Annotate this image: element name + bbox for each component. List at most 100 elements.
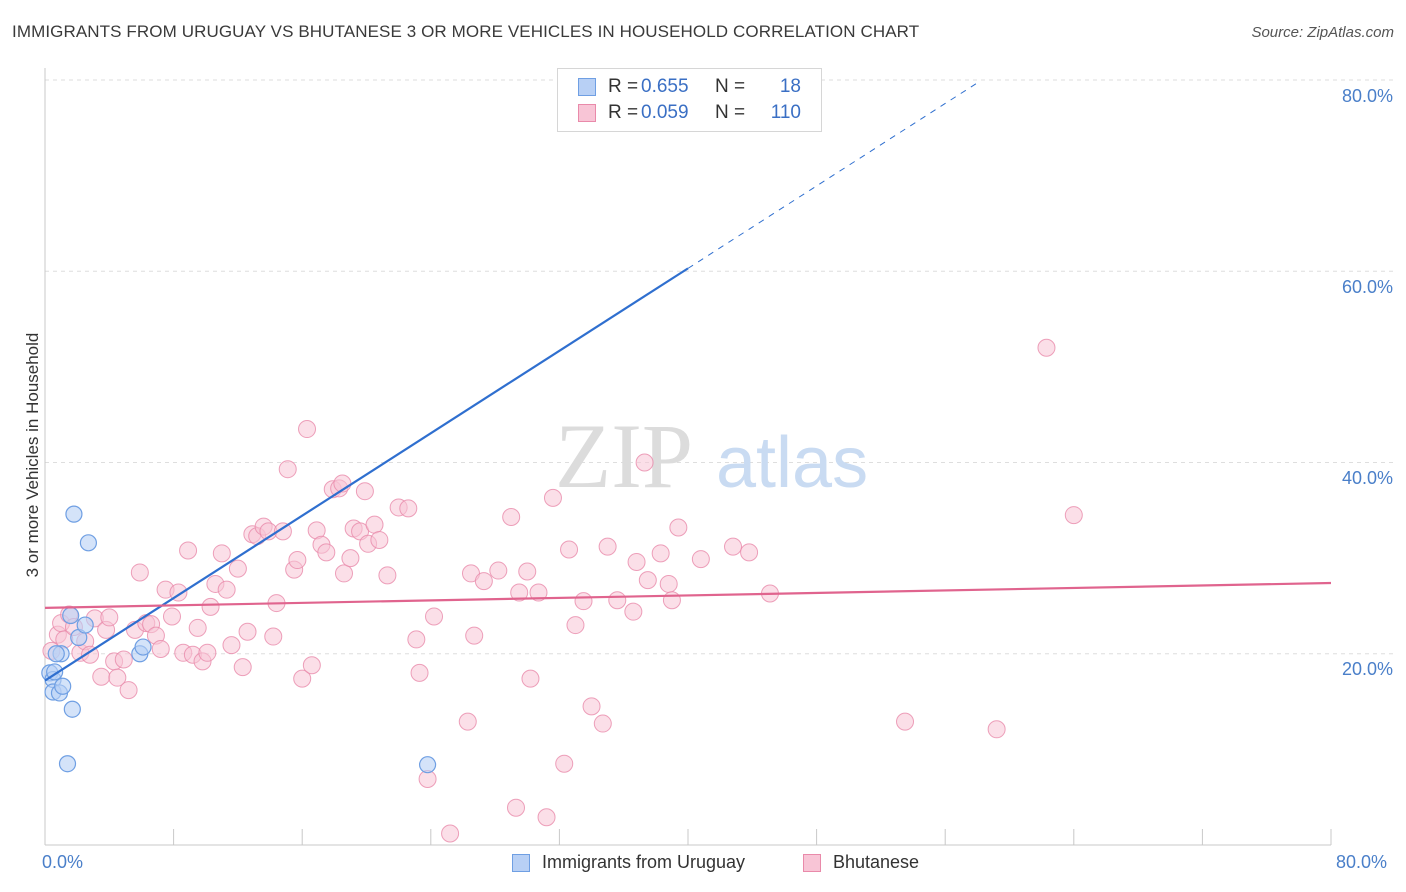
- legend-row-uruguay: R = 0.655 N = 18: [578, 74, 801, 100]
- uruguay-swatch: [512, 853, 530, 872]
- bhutanese-point: [151, 639, 170, 658]
- uruguay-point: [418, 756, 437, 774]
- bhutanese-point: [458, 712, 477, 731]
- bhutanese-point: [608, 591, 627, 610]
- bhutanese-point: [1064, 506, 1083, 525]
- bhutanese-point: [555, 754, 574, 773]
- bhutanese-point: [119, 681, 138, 700]
- uruguay-point: [65, 505, 83, 523]
- bhutanese-point: [222, 636, 241, 655]
- bhutanese-point: [529, 583, 548, 602]
- bhutanese-point: [162, 607, 181, 626]
- bhutanese-point: [425, 607, 444, 626]
- bhutanese-point: [188, 618, 207, 637]
- n-value: 110: [770, 102, 801, 123]
- bhutanese-point: [410, 663, 429, 682]
- bhutanese-point: [100, 608, 119, 627]
- bhutanese-point: [92, 667, 111, 686]
- uruguay-legend-label: Immigrants from Uruguay: [542, 852, 746, 872]
- x-tick-0: 0.0%: [42, 852, 84, 872]
- bottom-legend-bhutanese: Bhutanese: [803, 852, 919, 873]
- r-value: 0.059: [641, 102, 689, 123]
- bhutanese-point: [669, 518, 688, 537]
- trend-lines: [44, 82, 1332, 682]
- uruguay-trend-line: [44, 267, 689, 682]
- uruguay-point: [58, 755, 77, 773]
- bhutanese-point: [228, 559, 247, 578]
- bhutanese-point: [81, 645, 100, 664]
- uruguay-point: [79, 534, 98, 552]
- x-tick-80: 80.0%: [1336, 852, 1388, 872]
- uruguay-point: [134, 638, 152, 656]
- bhutanese-point: [317, 543, 336, 562]
- bhutanese-point: [399, 499, 418, 518]
- bhutanese-point: [233, 658, 252, 677]
- bhutanese-point: [370, 530, 389, 549]
- y-axis-label: 3 or more Vehicles in Household: [23, 332, 42, 578]
- bhutanese-point: [114, 650, 133, 669]
- bottom-legend-uruguay: Immigrants from Uruguay: [512, 852, 745, 873]
- bhutanese-point: [896, 712, 915, 731]
- bhutanese-point: [691, 550, 710, 569]
- gridlines: [45, 79, 1393, 655]
- bhutanese-point: [560, 540, 579, 559]
- r-label: R =: [608, 102, 639, 123]
- bhutanese-point: [574, 592, 593, 611]
- n-label: N =: [715, 76, 746, 97]
- bhutanese-point: [288, 551, 307, 570]
- bhutanese-point: [598, 537, 617, 556]
- bhutanese-point: [624, 602, 643, 621]
- bhutanese-points: [42, 338, 1083, 843]
- bhutanese-point: [293, 669, 312, 688]
- bhutanese-point: [355, 482, 374, 501]
- bhutanese-point: [518, 562, 537, 581]
- source-label: Source: ZipAtlas.com: [1251, 24, 1394, 41]
- bhutanese-point: [273, 522, 292, 541]
- bhutanese-point: [278, 460, 297, 479]
- bhutanese-point: [298, 420, 317, 439]
- bhutanese-point: [341, 549, 360, 568]
- bhutanese-point: [593, 714, 612, 733]
- bhutanese-point: [489, 561, 508, 580]
- bhutanese-point: [582, 697, 601, 716]
- uruguay-points: [41, 505, 437, 774]
- bhutanese-point: [521, 669, 540, 688]
- bhutanese-point: [465, 626, 484, 645]
- bhutanese-point: [334, 564, 353, 583]
- legend-row-bhutanese: R = 0.059 N = 110: [578, 100, 801, 126]
- bhutanese-point: [198, 643, 217, 662]
- r-value: 0.655: [641, 76, 689, 97]
- bhutanese-point: [378, 566, 397, 585]
- bhutanese-point: [441, 824, 460, 843]
- bhutanese-swatch: [578, 104, 596, 122]
- bhutanese-point: [651, 544, 670, 563]
- watermark: ZIP atlas: [555, 405, 868, 507]
- bhutanese-point: [302, 656, 321, 675]
- bhutanese-point: [627, 552, 646, 571]
- uruguay-trend-extension: [687, 82, 978, 269]
- n-label: N =: [715, 102, 746, 123]
- bhutanese-swatch: [803, 853, 821, 872]
- uruguay-point: [47, 645, 65, 663]
- correlation-legend: R = 0.655 N = 18 R = 0.059 N = 110: [557, 68, 822, 132]
- bhutanese-point: [638, 571, 657, 590]
- bhutanese-point: [635, 453, 654, 472]
- bhutanese-point: [212, 544, 231, 563]
- bhutanese-point: [502, 508, 521, 527]
- bhutanese-point: [987, 720, 1006, 739]
- bhutanese-point: [1037, 338, 1056, 357]
- bhutanese-point: [724, 537, 743, 556]
- bhutanese-trend-line: [44, 581, 1332, 609]
- bhutanese-point: [238, 622, 257, 641]
- bhutanese-point: [510, 583, 529, 602]
- bhutanese-point: [740, 543, 759, 562]
- bhutanese-point: [506, 798, 525, 817]
- uruguay-point: [62, 606, 80, 625]
- uruguay-point: [63, 700, 81, 718]
- bhutanese-point: [179, 541, 198, 560]
- n-value: 18: [779, 76, 801, 97]
- bhutanese-point: [566, 616, 585, 635]
- y-tick-80: 80.0%: [1341, 86, 1393, 106]
- bhutanese-point: [662, 591, 681, 610]
